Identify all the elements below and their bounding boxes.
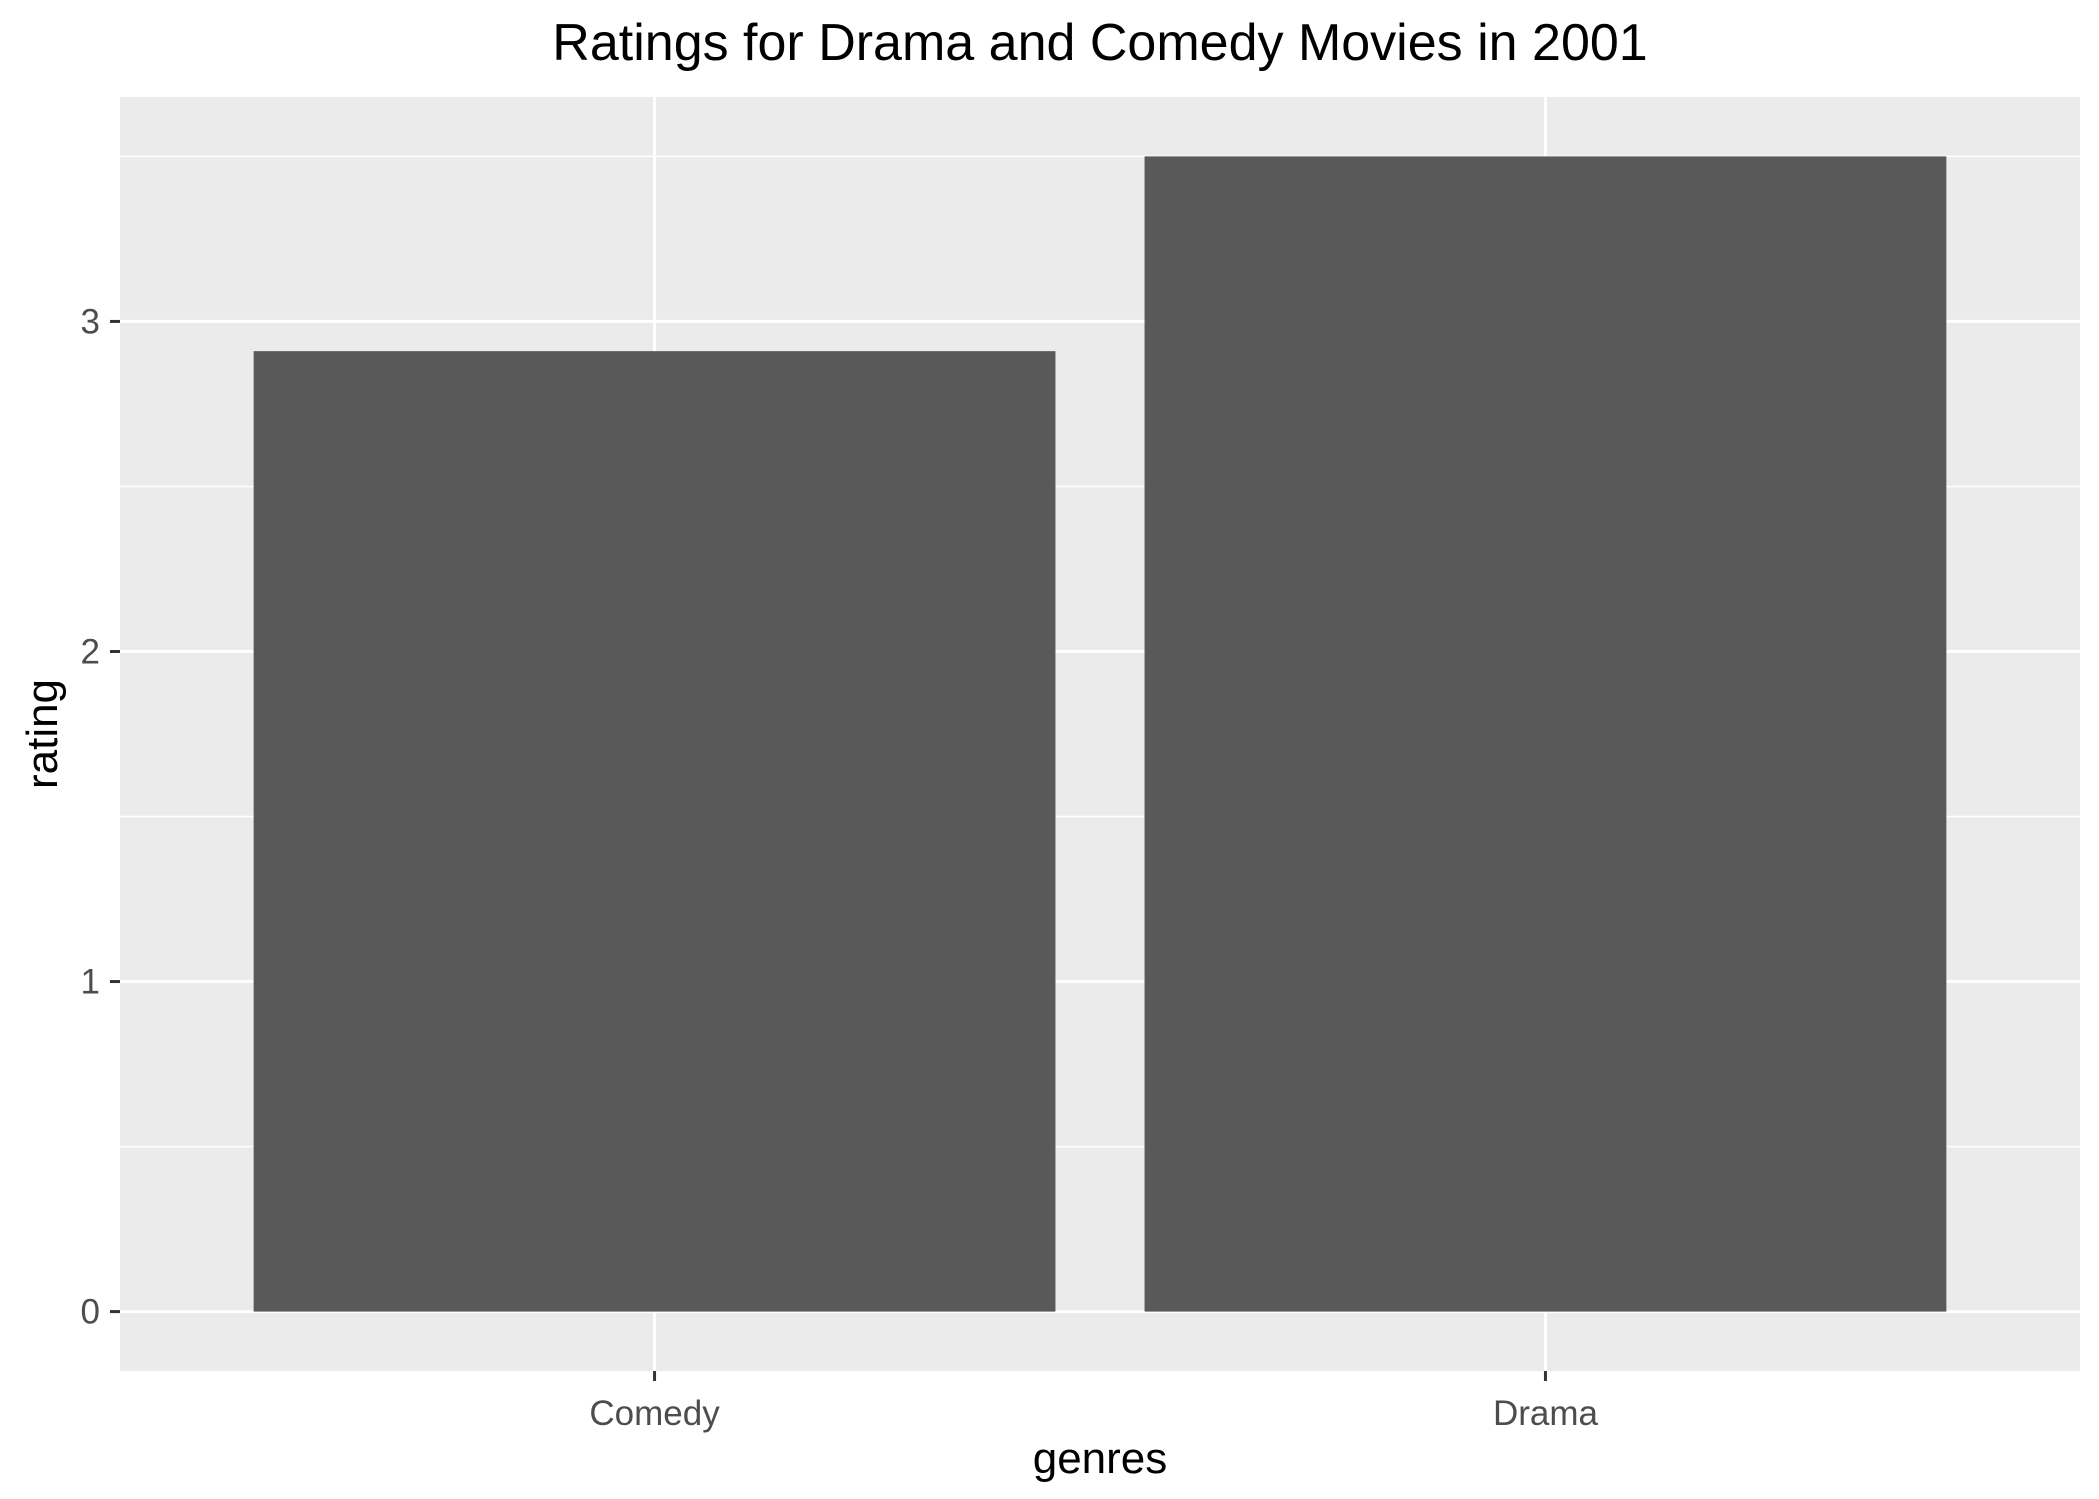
bars-group (253, 156, 1947, 1312)
y-tick-label: 1 (81, 963, 100, 1002)
y-axis-title: rating (18, 679, 67, 789)
x-tick-label-comedy: Comedy (589, 1394, 720, 1433)
y-tick-label: 0 (81, 1293, 100, 1332)
y-axis: 0 1 2 3 (81, 302, 120, 1332)
x-tick-label-drama: Drama (1493, 1394, 1599, 1433)
bar-drama (1144, 156, 1947, 1312)
x-axis-title: genres (1033, 1434, 1168, 1483)
x-axis: Comedy Drama (589, 1371, 1598, 1433)
y-tick-label: 2 (81, 632, 100, 671)
chart-title: Ratings for Drama and Comedy Movies in 2… (552, 14, 1647, 72)
y-tick-label: 3 (81, 302, 100, 341)
bar-comedy (253, 351, 1056, 1312)
